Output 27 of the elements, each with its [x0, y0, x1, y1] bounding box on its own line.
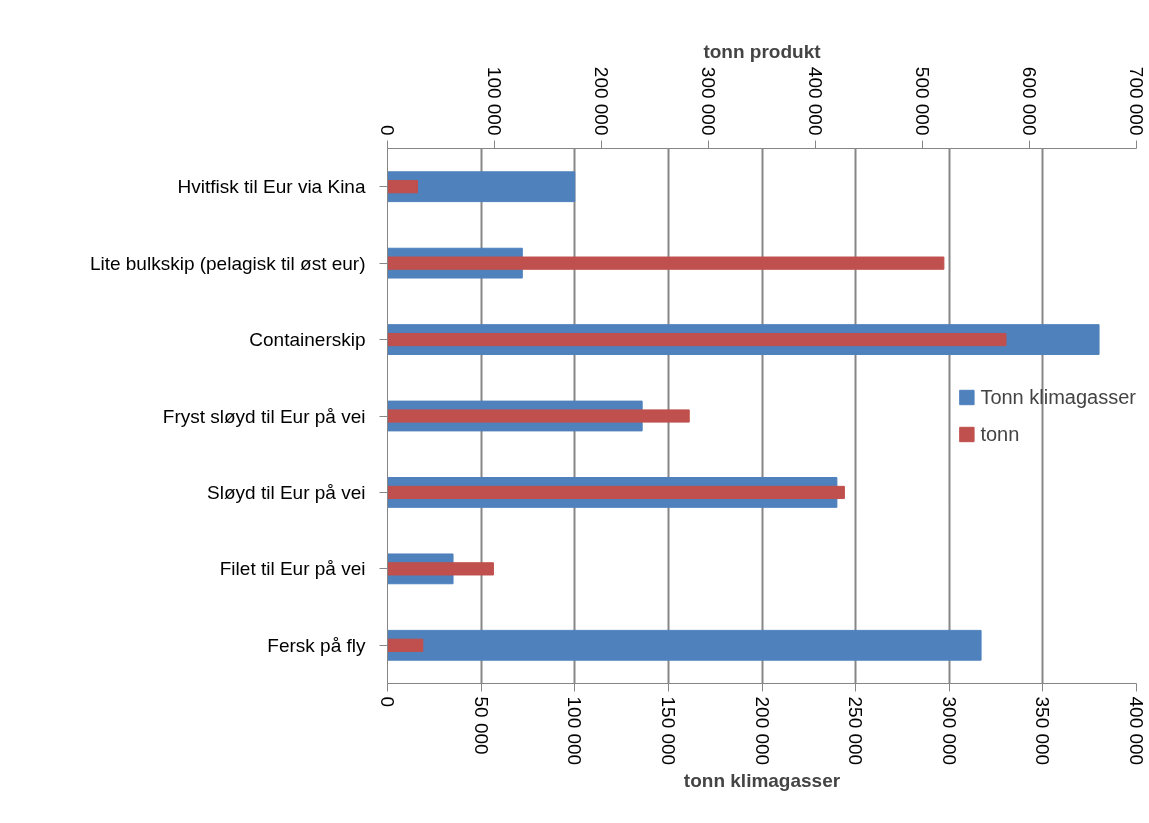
- x-tick-label: 350 000: [1032, 696, 1054, 766]
- legend-label: tonn: [980, 422, 1020, 446]
- x2-tick-label: 500 000: [912, 66, 933, 136]
- x2-tick-label: 600 000: [1019, 66, 1040, 136]
- x-tick-label: 100 000: [564, 696, 586, 766]
- x-tick-label: 300 000: [938, 696, 960, 766]
- y-tick-label: Hvitfisk til Eur via Kina: [177, 176, 366, 198]
- x2-tick-label: 0: [377, 124, 398, 136]
- y-tick-label: Lite bulkskip (pelagisk til øst eur): [89, 252, 366, 274]
- x-tick-label: 200 000: [751, 696, 773, 766]
- y-tick-label: Sløyd til Eur på vei: [207, 481, 366, 503]
- x-tick-label: 400 000: [1126, 696, 1147, 766]
- x2-axis-title: tonn produkt: [703, 40, 822, 62]
- y-tick-label: Fersk på fly: [267, 634, 366, 656]
- x-tick-label: 0: [377, 696, 398, 708]
- x2-tick-label: 700 000: [1126, 66, 1147, 136]
- x-tick-label: 250 000: [845, 696, 867, 766]
- x-axis-title: tonn klimagasser: [683, 770, 841, 792]
- x2-tick-label: 300 000: [698, 66, 719, 136]
- x2-tick-label: 100 000: [484, 66, 505, 136]
- x-tick-label: 150 000: [657, 696, 679, 766]
- x2-tick-label: 200 000: [591, 66, 612, 136]
- x2-tick-label: 400 000: [805, 66, 826, 136]
- x-tick-label: 50 000: [470, 696, 492, 755]
- y-tick-label: Containerskip: [249, 329, 366, 351]
- y-tick-label: Fryst sløyd til Eur på vei: [162, 405, 366, 427]
- y-tick-label: Filet til Eur på vei: [219, 558, 366, 580]
